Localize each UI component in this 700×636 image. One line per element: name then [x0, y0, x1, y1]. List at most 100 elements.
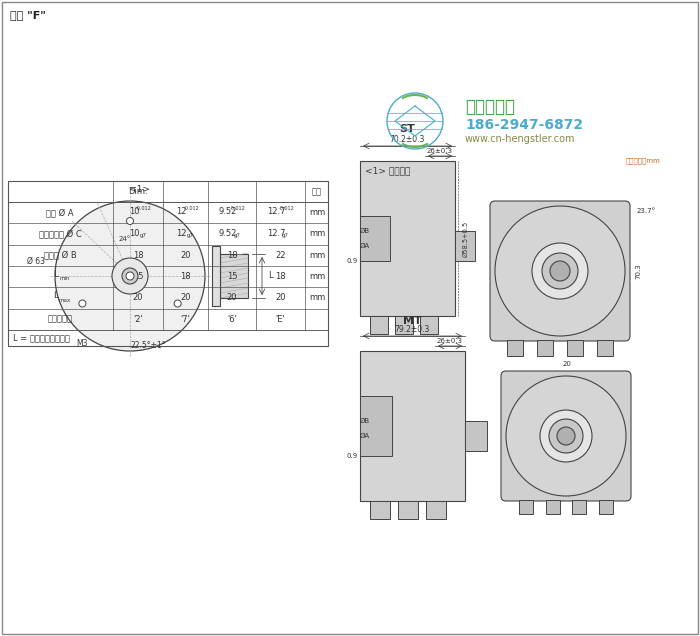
Text: 盲轴 Ø A: 盲轴 Ø A — [46, 208, 74, 217]
Text: mm: mm — [309, 272, 325, 281]
Text: -0.012: -0.012 — [183, 206, 199, 211]
Text: mm: mm — [309, 251, 325, 260]
Text: max: max — [59, 298, 71, 303]
Text: 10: 10 — [129, 207, 139, 216]
Circle shape — [506, 376, 626, 496]
Text: g7: g7 — [139, 233, 146, 238]
FancyBboxPatch shape — [501, 371, 631, 501]
Text: 12: 12 — [176, 228, 187, 237]
Text: 18: 18 — [227, 251, 237, 260]
Bar — [370, 316, 388, 334]
Circle shape — [532, 243, 588, 299]
Bar — [519, 500, 533, 514]
Text: 轴类型代码: 轴类型代码 — [48, 315, 73, 324]
Bar — [599, 500, 613, 514]
Circle shape — [540, 410, 592, 462]
Text: g7: g7 — [234, 233, 241, 238]
Text: 22.5°±1°: 22.5°±1° — [130, 342, 166, 350]
Circle shape — [79, 300, 86, 307]
Bar — [465, 421, 487, 451]
Bar — [546, 500, 560, 514]
Text: -0.012: -0.012 — [136, 206, 152, 211]
Text: ST: ST — [400, 124, 415, 134]
Text: 12: 12 — [176, 207, 187, 216]
Bar — [8, 181, 328, 346]
Text: 20: 20 — [133, 293, 144, 303]
Text: ØB: ØB — [360, 228, 370, 234]
Text: g7: g7 — [282, 233, 289, 238]
Text: 20: 20 — [181, 293, 190, 303]
Text: 20: 20 — [563, 361, 571, 367]
Bar — [398, 501, 418, 519]
Bar — [507, 340, 523, 356]
Text: <1> 客户端面: <1> 客户端面 — [365, 167, 410, 176]
Text: g7: g7 — [187, 233, 194, 238]
Text: 24°: 24° — [119, 236, 131, 242]
Bar — [220, 254, 248, 298]
Bar — [567, 340, 583, 356]
Circle shape — [542, 253, 578, 289]
Bar — [360, 216, 390, 261]
Text: M3: M3 — [76, 340, 88, 349]
Bar — [426, 501, 446, 519]
Text: 22: 22 — [275, 251, 286, 260]
Text: 18: 18 — [275, 272, 286, 281]
Text: 12.7: 12.7 — [267, 228, 286, 237]
Text: 186-2947-6872: 186-2947-6872 — [465, 118, 583, 132]
Bar — [212, 246, 220, 306]
Circle shape — [126, 272, 134, 280]
Text: mm: mm — [309, 230, 325, 238]
Text: 9.52: 9.52 — [219, 228, 237, 237]
Text: 西安德伍拓: 西安德伍拓 — [465, 98, 515, 116]
Text: 18: 18 — [180, 272, 191, 281]
Text: 15: 15 — [227, 272, 237, 281]
Text: Ø 63: Ø 63 — [27, 256, 45, 265]
Text: 尺寸单位：mm: 尺寸单位：mm — [625, 158, 660, 164]
Circle shape — [55, 201, 205, 351]
Text: '7': '7' — [181, 315, 190, 324]
Bar — [597, 340, 613, 356]
FancyBboxPatch shape — [490, 201, 630, 341]
Text: 夹紧环 Ø B: 夹紧环 Ø B — [43, 251, 76, 260]
Bar — [455, 231, 475, 261]
Text: Ø58.5+0.5: Ø58.5+0.5 — [463, 221, 469, 256]
Circle shape — [122, 268, 138, 284]
Text: min: min — [60, 276, 70, 281]
Text: mm: mm — [309, 208, 325, 217]
Text: 70.3: 70.3 — [635, 263, 641, 279]
Bar — [360, 161, 455, 316]
Text: 0.9: 0.9 — [346, 258, 358, 264]
Text: 10: 10 — [129, 228, 139, 237]
Circle shape — [549, 419, 583, 453]
Text: ØB: ØB — [360, 418, 370, 424]
Text: 26±0.3: 26±0.3 — [437, 338, 463, 344]
Circle shape — [112, 258, 148, 294]
Text: 单位: 单位 — [312, 187, 322, 196]
Text: L: L — [267, 272, 272, 280]
Text: MT: MT — [403, 316, 422, 326]
Text: 26±0.3: 26±0.3 — [427, 148, 453, 154]
Text: '2': '2' — [133, 315, 143, 324]
Text: 20: 20 — [275, 293, 286, 303]
Text: 9.52: 9.52 — [219, 207, 237, 216]
Circle shape — [550, 261, 570, 281]
Bar — [572, 500, 586, 514]
Text: ØA: ØA — [360, 243, 370, 249]
Bar — [360, 351, 465, 501]
Bar — [370, 501, 390, 519]
Text: 18: 18 — [133, 251, 144, 260]
Text: '6': '6' — [227, 315, 237, 324]
Bar — [395, 316, 413, 334]
Text: 23.7°: 23.7° — [637, 208, 656, 214]
Text: 匹配连接轴 Ø C: 匹配连接轴 Ø C — [38, 230, 81, 238]
Text: 15: 15 — [133, 272, 144, 281]
Circle shape — [557, 427, 575, 445]
Text: ØA: ØA — [360, 433, 370, 439]
Circle shape — [174, 300, 181, 307]
Text: L: L — [53, 291, 59, 300]
Text: 12.7: 12.7 — [267, 207, 286, 216]
Text: <1>: <1> — [130, 184, 150, 193]
Text: 'E': 'E' — [276, 315, 286, 324]
Text: 79.2±0.3: 79.2±0.3 — [395, 324, 430, 333]
Text: 盲轴 "F": 盲轴 "F" — [10, 10, 46, 20]
